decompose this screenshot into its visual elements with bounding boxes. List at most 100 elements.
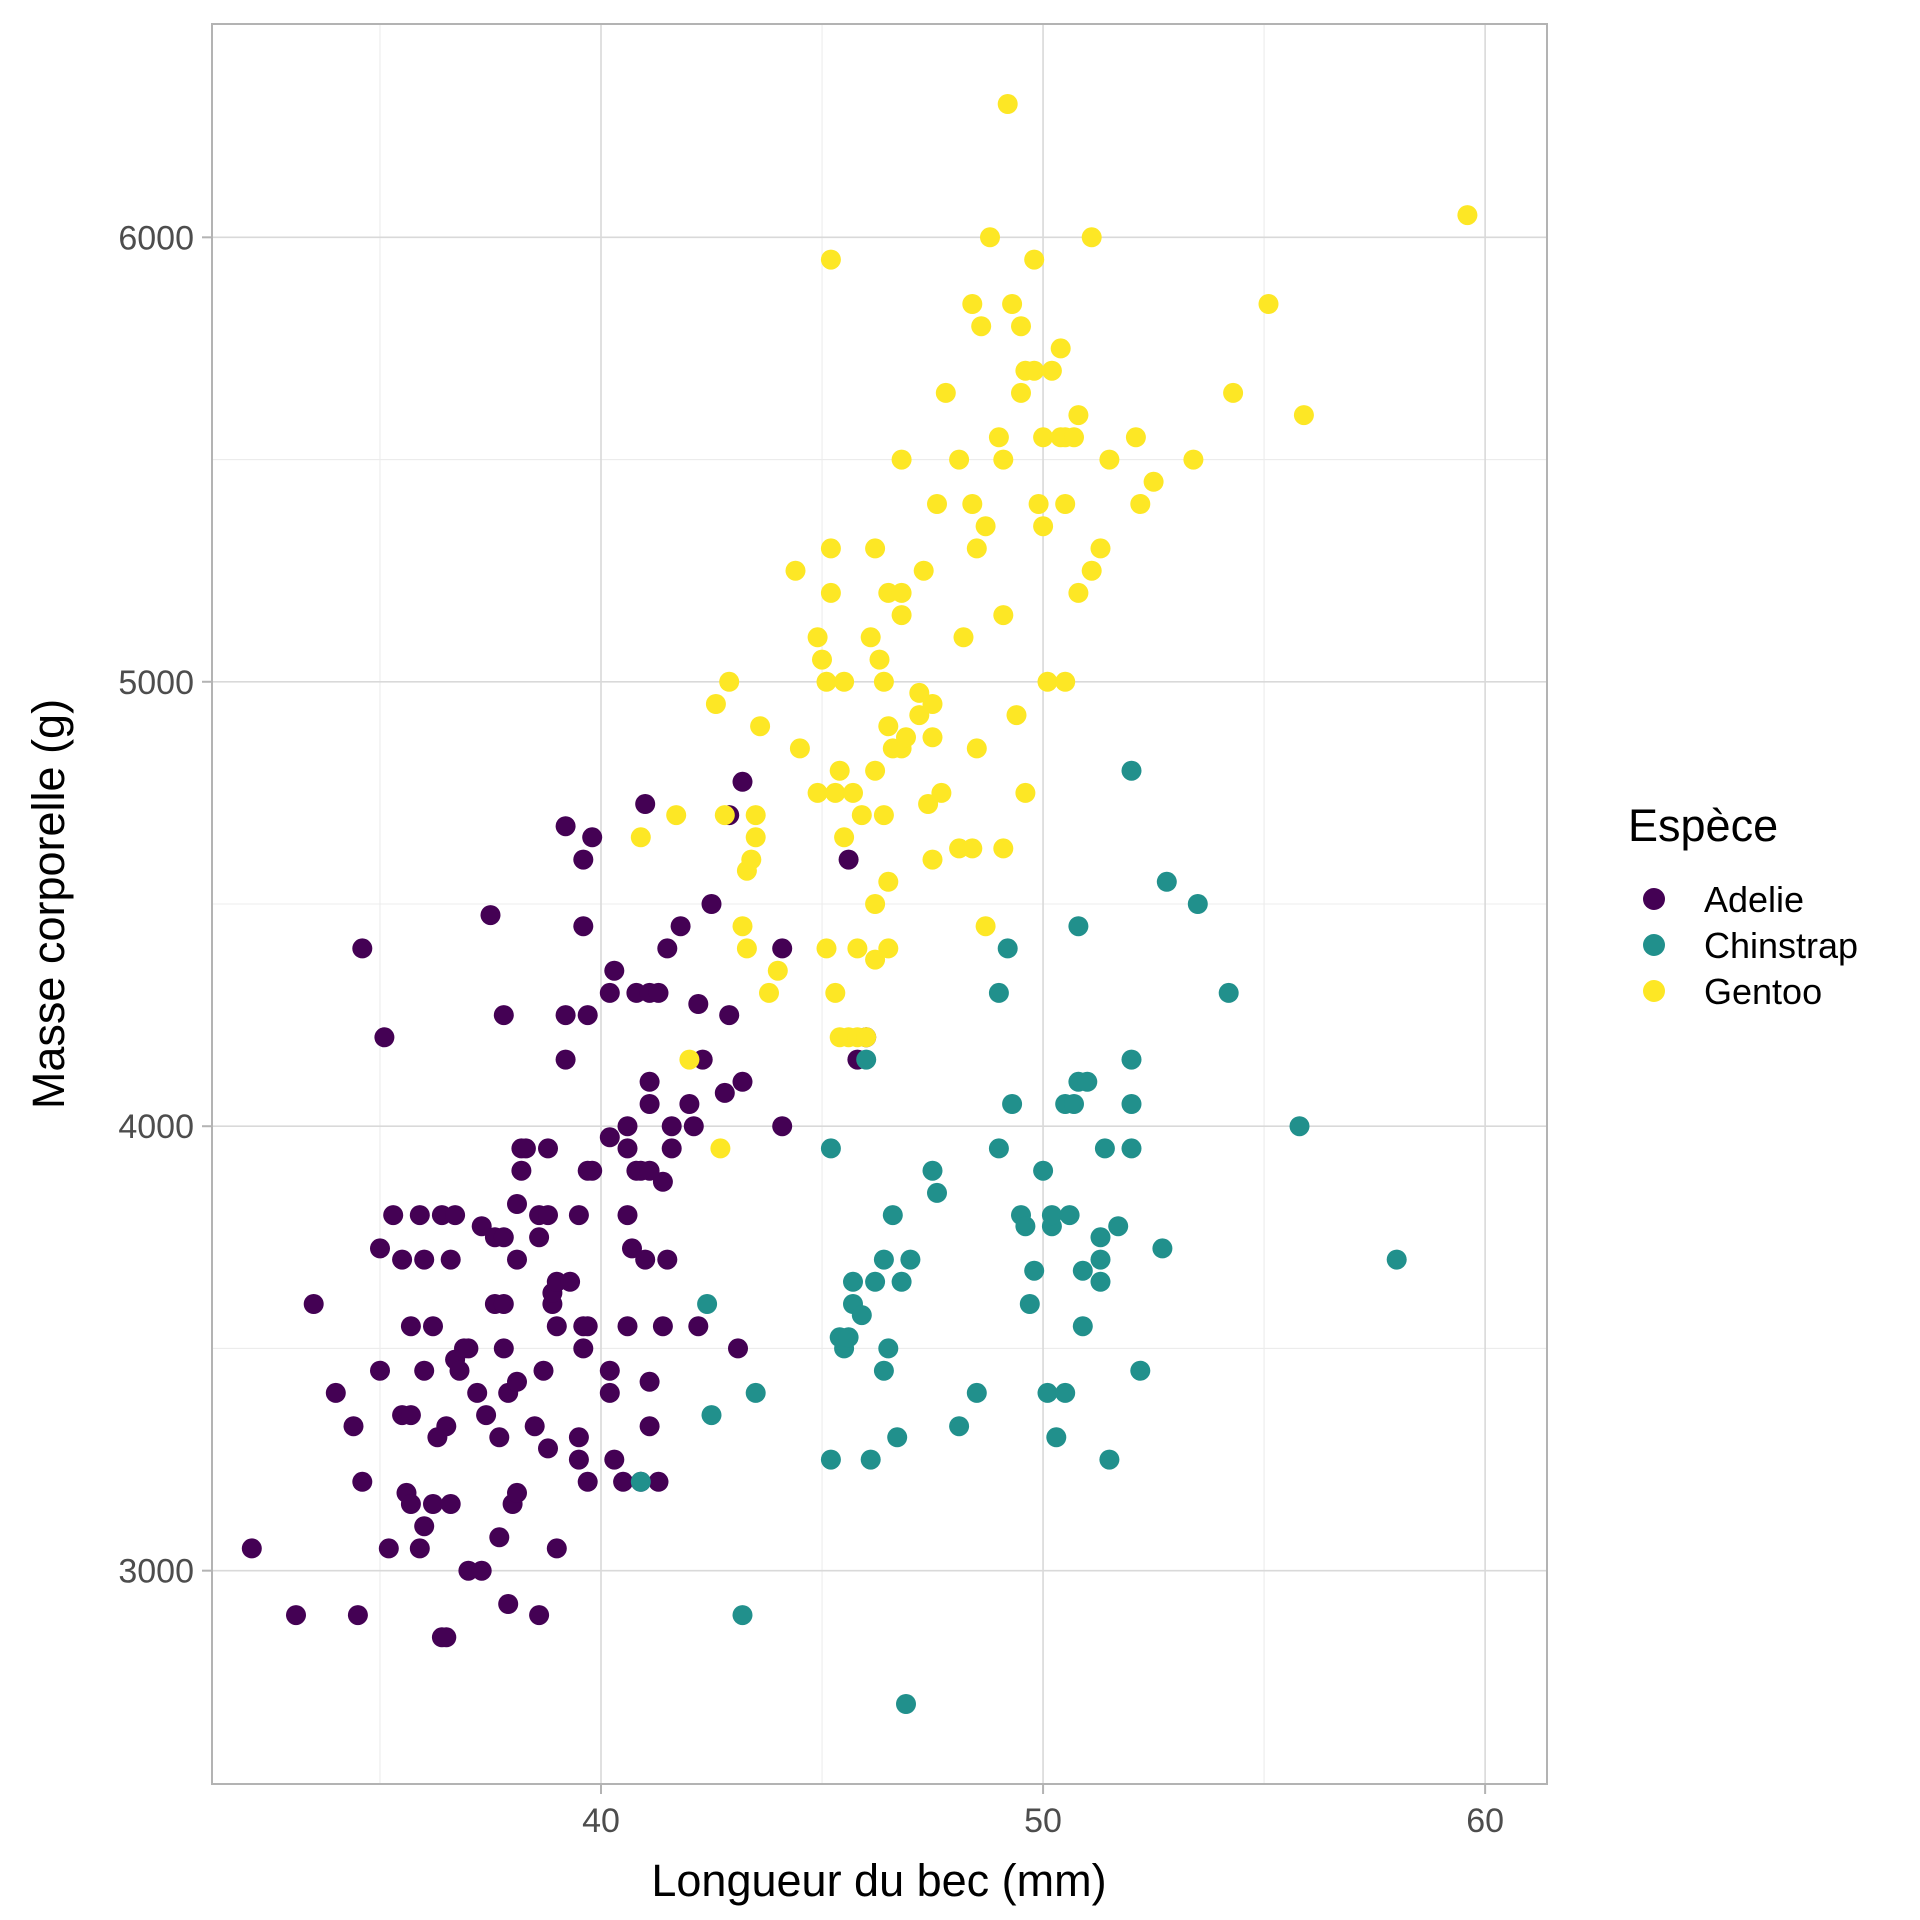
adelie-point (524, 1416, 545, 1437)
gentoo-point (820, 582, 841, 603)
adelie-point (303, 1294, 324, 1314)
gentoo-point (816, 938, 837, 959)
gentoo-point (1024, 249, 1045, 270)
adelie-point (529, 1227, 550, 1248)
adelie-point (352, 1471, 373, 1492)
gentoo-point (851, 805, 872, 826)
gentoo-point (966, 738, 987, 759)
adelie-point (529, 1605, 550, 1626)
adelie-point (604, 1449, 625, 1470)
adelie-point (400, 1405, 421, 1426)
chinstrap-point (1130, 1360, 1151, 1381)
chinstrap-point (922, 1160, 943, 1181)
adelie-point (423, 1316, 443, 1337)
gentoo-point (829, 760, 850, 781)
gentoo-point (807, 627, 828, 648)
chinstrap-point (1059, 1205, 1080, 1226)
adelie-point (471, 1216, 492, 1237)
gentoo-point (825, 782, 846, 803)
adelie-point (480, 905, 501, 926)
gentoo-point (966, 538, 987, 559)
gentoo-point (736, 938, 757, 959)
adelie-point (538, 1438, 558, 1459)
adelie-point (772, 938, 793, 959)
gentoo-point (1002, 294, 1023, 314)
legend: Espèce Adelie Chinstrap Gentoo (1628, 800, 1858, 1012)
adelie-point (467, 1382, 488, 1403)
adelie-point (657, 1249, 678, 1270)
adelie-point (489, 1527, 510, 1548)
chinstrap-point (1002, 1094, 1023, 1114)
adelie-point (728, 1338, 748, 1359)
gentoo-point (679, 1049, 700, 1070)
chinstrap-point (887, 1427, 908, 1448)
adelie-point (652, 1171, 673, 1192)
chinstrap-point (820, 1449, 841, 1470)
adelie-point (670, 916, 691, 937)
gentoo-point (865, 949, 886, 970)
y-tick-label: 5000 (118, 664, 194, 702)
gentoo-point (785, 560, 806, 581)
adelie-point (392, 1249, 413, 1270)
chinstrap-point (1090, 1249, 1111, 1270)
chinstrap-point (820, 1138, 841, 1159)
x-axis-ticks: 40 50 60 (582, 1784, 1504, 1840)
adelie-point (560, 1271, 581, 1292)
panel-border (211, 23, 1548, 1785)
adelie-point (577, 1471, 598, 1492)
adelie-point (533, 1360, 554, 1381)
adelie-point (515, 1138, 536, 1159)
adelie-point (498, 1594, 519, 1614)
adelie-point (599, 982, 620, 1003)
gentoo-point (860, 627, 881, 648)
chinstrap-point (1094, 1138, 1115, 1159)
adelie-point (652, 1316, 673, 1337)
chinstrap-point (1386, 1249, 1407, 1270)
adelie-point (458, 1338, 479, 1359)
x-axis-title: Longueur du bec (mm) (651, 1855, 1106, 1906)
adelie-point (555, 816, 576, 837)
adelie-point (617, 1316, 638, 1337)
gentoo-point (971, 316, 992, 337)
gentoo-point (1457, 205, 1478, 226)
chinstrap-point (891, 1271, 912, 1292)
adelie-point (635, 794, 656, 814)
x-tick-label: 50 (1024, 1802, 1062, 1840)
adelie-point (436, 1627, 457, 1648)
adelie-point (370, 1360, 390, 1381)
adelie-point (617, 1116, 638, 1137)
adelie-point (639, 1371, 660, 1392)
chinstrap-point (1156, 871, 1177, 892)
chinstrap-point (1187, 894, 1208, 914)
gentoo-point (975, 516, 996, 537)
chinstrap-point (865, 1271, 886, 1292)
chinstrap-point (1099, 1449, 1120, 1470)
chinstrap-point (949, 1416, 970, 1437)
gentoo-point (834, 827, 855, 848)
adelie-point (657, 938, 678, 959)
gentoo-point (878, 871, 899, 892)
adelie-point (635, 1249, 656, 1270)
gentoo-point (1006, 705, 1027, 726)
gentoo-point (1258, 294, 1279, 314)
adelie-point (714, 1082, 735, 1103)
chinstrap-point (873, 1360, 894, 1381)
gentoo-point (1024, 360, 1045, 381)
chinstrap-point (1121, 1138, 1142, 1159)
gentoo-point (714, 805, 735, 826)
gentoo-point (953, 627, 974, 648)
adelie-point (511, 1160, 532, 1181)
gentoo-point (1033, 516, 1054, 537)
gentoo-point (1223, 382, 1244, 403)
adelie-point (383, 1205, 404, 1226)
adelie-point (568, 1205, 589, 1226)
legend-label-chinstrap: Chinstrap (1704, 925, 1858, 966)
adelie-point (400, 1316, 421, 1337)
gentoo-point (825, 982, 846, 1003)
gentoo-point (750, 716, 771, 737)
adelie-point (286, 1605, 306, 1626)
chinstrap-point (697, 1294, 718, 1314)
gentoo-point (988, 427, 1009, 448)
adelie-point (423, 1494, 443, 1514)
